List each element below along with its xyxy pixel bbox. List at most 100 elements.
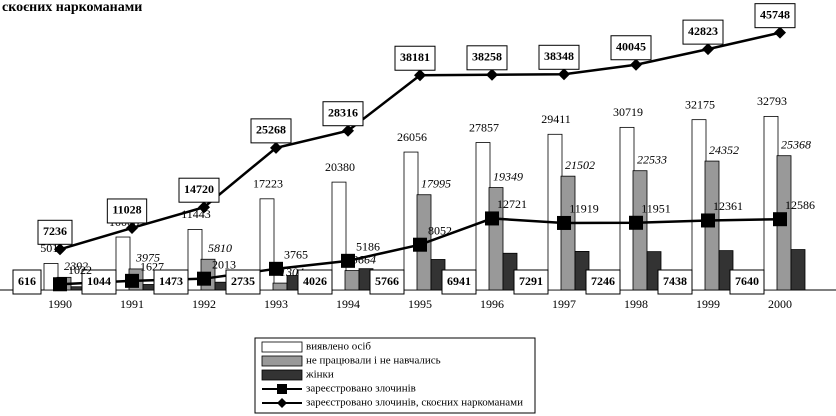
legend-marker <box>277 384 287 394</box>
bar <box>259 198 275 291</box>
marker <box>414 69 426 82</box>
value-label: 17223 <box>253 177 283 191</box>
label-box <box>106 198 148 224</box>
label-box <box>225 269 261 295</box>
x-tick-label: 1996 <box>480 297 504 311</box>
bar <box>632 170 648 291</box>
value-label: 12586 <box>785 198 815 212</box>
legend-label: зареєстровано злочинів, скоєних наркоман… <box>306 397 523 409</box>
value-label: 26056 <box>397 130 427 144</box>
value-label: 40045 <box>616 39 646 53</box>
value-label: 24352 <box>709 143 739 157</box>
marker <box>53 277 67 292</box>
marker <box>413 237 427 252</box>
label-box <box>729 269 765 295</box>
bar <box>272 282 288 291</box>
value-label: 42823 <box>688 24 718 38</box>
value-label: 14720 <box>184 182 214 196</box>
legend-label: жінки <box>305 369 334 381</box>
value-label: 28316 <box>328 105 358 119</box>
value-label: 38181 <box>400 50 430 64</box>
value-label: 616 <box>18 274 36 288</box>
value-label: 1473 <box>159 274 183 288</box>
marker <box>701 213 715 228</box>
marker <box>125 273 139 288</box>
marker <box>630 58 642 71</box>
marker <box>557 215 571 230</box>
value-label: 7236 <box>43 224 67 238</box>
legend-label: виявлено осіб <box>306 341 371 353</box>
legend-swatch <box>261 341 303 353</box>
value-label: 5810 <box>208 241 232 255</box>
label-box <box>178 177 220 203</box>
label-box <box>538 44 580 70</box>
bar <box>790 249 806 291</box>
value-label: 3664 <box>351 252 376 266</box>
value-label: 38348 <box>544 49 574 63</box>
value-label: 27857 <box>469 120 499 134</box>
label-box <box>250 118 292 144</box>
value-label: 19349 <box>493 169 523 183</box>
x-tick-label: 1991 <box>120 297 144 311</box>
bar <box>763 115 779 291</box>
bar <box>403 151 419 291</box>
value-label: 5186 <box>356 240 380 254</box>
value-label: 8052 <box>428 223 452 237</box>
value-label: 7291 <box>519 274 543 288</box>
x-tick-label: 1994 <box>336 297 360 311</box>
value-label: 20380 <box>325 160 355 174</box>
label-box <box>369 269 405 295</box>
value-label: 1022 <box>68 263 92 277</box>
label-box <box>153 269 189 295</box>
label-box <box>682 19 724 45</box>
label-box <box>81 269 117 295</box>
bar <box>547 133 563 291</box>
marker <box>486 68 498 81</box>
value-label: 3975 <box>135 251 160 265</box>
legend-label: не працювали і не навчались <box>306 355 441 367</box>
value-label: 7640 <box>735 274 759 288</box>
label-box <box>585 269 621 295</box>
value-label: 2735 <box>231 274 255 288</box>
x-tick-label: 1997 <box>552 297 576 311</box>
bar <box>691 119 707 291</box>
bar <box>344 270 360 291</box>
x-tick-label: 1990 <box>48 297 72 311</box>
label-box <box>466 45 508 71</box>
label-box <box>610 35 652 61</box>
marker <box>774 26 786 39</box>
value-label: 32175 <box>685 97 715 111</box>
label-box <box>37 219 73 245</box>
legend-marker <box>277 398 287 408</box>
bar <box>560 175 576 291</box>
marker <box>198 201 210 214</box>
x-tick-label: 1998 <box>624 297 648 311</box>
value-label: 17995 <box>421 176 451 190</box>
x-tick-label: 1993 <box>264 297 288 311</box>
value-label: 7438 <box>663 274 687 288</box>
value-label: 11919 <box>569 202 599 216</box>
value-label: 25368 <box>781 137 811 151</box>
value-label: 2013 <box>212 257 236 271</box>
value-label: 30719 <box>613 105 643 119</box>
value-label: 4026 <box>303 274 327 288</box>
marker <box>773 212 787 227</box>
marker <box>269 261 283 276</box>
marker <box>702 43 714 56</box>
label-box <box>322 101 364 127</box>
marker <box>270 141 282 154</box>
value-label: 11028 <box>112 203 141 217</box>
x-tick-label: 1995 <box>408 297 432 311</box>
value-label: 7246 <box>591 274 615 288</box>
x-tick-label: 2000 <box>768 297 792 311</box>
bar <box>619 126 635 291</box>
value-label: 22533 <box>637 152 667 166</box>
label-box <box>441 269 477 295</box>
value-label: 45748 <box>760 7 790 21</box>
legend-swatch <box>261 369 303 381</box>
marker <box>342 124 354 137</box>
value-label: 25268 <box>256 123 286 137</box>
marker <box>485 211 499 226</box>
value-label: 3765 <box>284 248 308 262</box>
